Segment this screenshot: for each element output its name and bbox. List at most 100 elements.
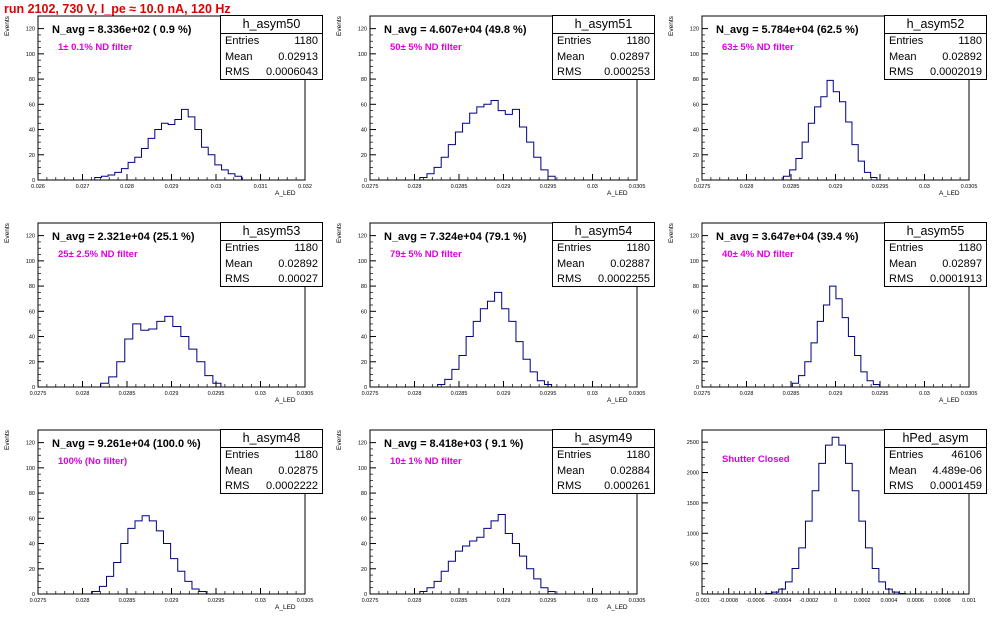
histogram-plot: 0 20 40 60 80 100 120 0.0275 0.028 0.0285 0.029 0.0… xyxy=(690,222,977,397)
stats-row-rms: RMS 0.0001913 xyxy=(885,272,986,288)
histogram-bin xyxy=(445,379,452,387)
x-tick-label: 0.0008 xyxy=(934,598,951,604)
y-tick-label: 100 xyxy=(26,466,35,472)
histogram-name: h_asym51 xyxy=(553,16,654,34)
y-axis-label: Events xyxy=(336,16,343,36)
stats-value-rms: 0.0002019 xyxy=(930,66,982,78)
histogram-bin xyxy=(866,548,873,594)
x-tick-label: 0.0285 xyxy=(119,391,136,397)
histogram-bin xyxy=(125,339,133,387)
filter-annotation: 63± 5% ND filter xyxy=(722,42,794,53)
histogram-bin xyxy=(188,117,195,180)
histogram-bin xyxy=(812,491,819,594)
stats-label-mean: Mean xyxy=(889,257,917,270)
y-tick-label: 100 xyxy=(26,52,35,58)
x-tick-label: 0.029 xyxy=(497,598,511,604)
histogram-bin xyxy=(815,107,821,180)
y-tick-label: 60 xyxy=(29,516,35,522)
x-axis-label: A_LED xyxy=(607,397,628,404)
y-tick-label: 60 xyxy=(361,102,367,108)
histogram-bin xyxy=(872,568,879,594)
histogram-bin xyxy=(516,342,523,387)
histogram-bin xyxy=(149,521,156,594)
x-tick-label: 0.0295 xyxy=(540,598,557,604)
stats-row-mean: Mean 4.489e-06 xyxy=(885,464,986,480)
y-tick-label: 0 xyxy=(696,178,699,184)
histogram-bin xyxy=(427,174,434,180)
histogram-bin xyxy=(107,576,114,594)
histogram-bin xyxy=(109,377,117,387)
histogram-bin xyxy=(148,138,155,180)
histogram-bin xyxy=(192,589,199,594)
histogram-bin xyxy=(873,384,879,387)
stats-label-rms: RMS xyxy=(889,480,914,492)
y-tick-label: 120 xyxy=(26,27,35,33)
filter-annotation: Shutter Closed xyxy=(722,454,790,465)
histogram-panel-h_asym50: 0 20 40 60 80 100 120 0.026 0.027 0.028 0.029 0.03 0… xyxy=(0,0,332,207)
histogram-bin xyxy=(505,114,512,180)
stats-label-mean: Mean xyxy=(557,50,585,63)
stats-value-mean: 0.02892 xyxy=(942,50,982,63)
histogram-plot: 0 500 1000 1500 2000 2500 -0.001 -0.0008 -0.0006… xyxy=(687,429,976,604)
histogram-bin xyxy=(182,109,189,180)
histogram-bin xyxy=(842,318,848,387)
histogram-bin xyxy=(783,176,789,180)
histogram-bin xyxy=(470,541,477,594)
histogram-bin xyxy=(171,559,178,594)
histogram-bin xyxy=(92,591,99,594)
x-tick-label: 0.0305 xyxy=(629,184,646,190)
stats-label-mean: Mean xyxy=(889,464,917,477)
x-tick-label: 0.029 xyxy=(165,598,179,604)
y-tick-label: 20 xyxy=(29,153,35,159)
stats-row-mean: Mean 0.02884 xyxy=(553,464,654,480)
histogram-bin xyxy=(466,337,473,387)
x-tick-label: 0 xyxy=(834,598,837,604)
histogram-bin xyxy=(811,343,817,387)
y-tick-label: 0 xyxy=(696,592,699,598)
histogram-bin xyxy=(772,592,779,594)
x-tick-label: 0.0285 xyxy=(783,391,800,397)
histogram-bin xyxy=(141,330,149,387)
x-tick-label: 0.0305 xyxy=(297,598,314,604)
x-tick-label: 0.001 xyxy=(962,598,976,604)
x-tick-label: 0.028 xyxy=(408,184,422,190)
y-tick-label: 0 xyxy=(32,178,35,184)
histogram-bin xyxy=(463,546,470,594)
histogram-bin xyxy=(202,147,209,180)
y-tick-label: 20 xyxy=(361,567,367,573)
histogram-name: h_asym53 xyxy=(221,223,322,241)
histogram-panel-h_asym54: 0 20 40 60 80 100 120 0.0275 0.028 0.0285 0.029 0.0… xyxy=(332,207,664,414)
histogram-bin xyxy=(527,569,534,594)
histogram-bin xyxy=(871,177,877,180)
histogram-bin xyxy=(228,174,235,180)
histogram-bin xyxy=(799,376,805,387)
stats-label-mean: Mean xyxy=(225,50,253,63)
x-axis-label: A_LED xyxy=(275,604,296,611)
n-avg-label: N_avg = 9.261e+04 (100.0 %) xyxy=(52,438,201,450)
y-tick-label: 40 xyxy=(361,542,367,548)
histogram-bin xyxy=(195,130,202,180)
x-tick-label: 0.0295 xyxy=(540,391,557,397)
stats-value-entries: 1180 xyxy=(958,35,982,47)
stats-value-entries: 1180 xyxy=(626,242,650,254)
x-tick-label: 0.029 xyxy=(165,184,179,190)
stats-box: h_asym55 Entries 1180 Mean 0.02897 RMS 0.00019… xyxy=(884,222,987,287)
histogram-bin xyxy=(819,463,826,594)
histogram-bin xyxy=(135,157,142,180)
histogram-bin xyxy=(858,161,864,180)
y-tick-label: 0 xyxy=(364,178,367,184)
histogram-bin xyxy=(785,582,792,594)
histogram-bin xyxy=(852,145,858,180)
y-tick-label: 20 xyxy=(29,567,35,573)
stats-value-rms: 0.0001913 xyxy=(930,273,982,285)
histogram-bin xyxy=(830,286,836,387)
histogram-outline xyxy=(419,100,556,180)
x-tick-label: 0.0285 xyxy=(783,184,800,190)
histogram-bin xyxy=(452,369,459,387)
x-tick-label: 0.029 xyxy=(165,391,179,397)
stats-value-mean: 0.02897 xyxy=(942,257,982,270)
stats-value-entries: 1180 xyxy=(294,449,318,461)
stats-row-mean: Mean 0.02913 xyxy=(221,50,322,66)
stats-row-entries: Entries 1180 xyxy=(553,448,654,464)
histogram-bin xyxy=(505,533,512,594)
